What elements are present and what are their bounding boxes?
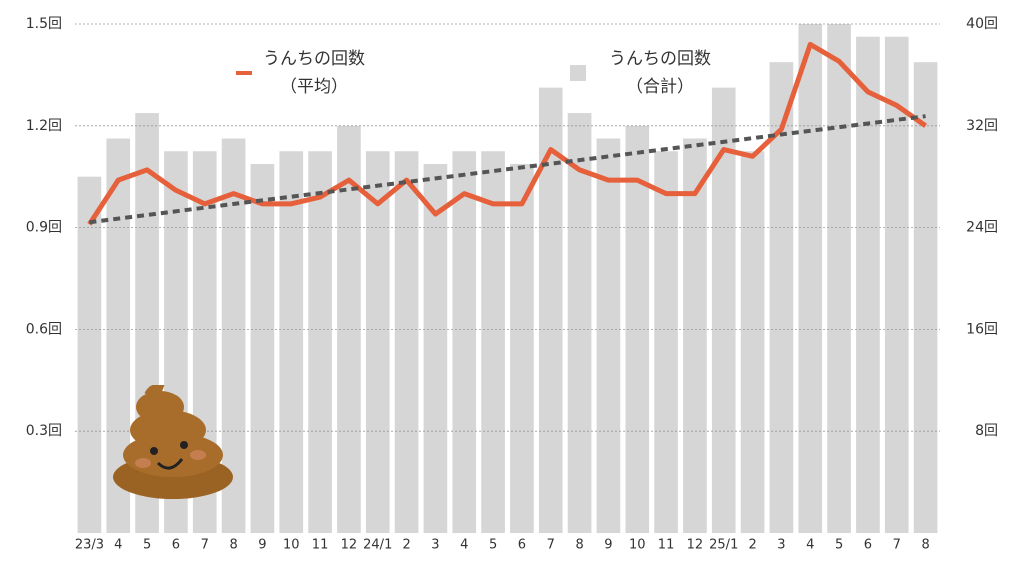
x-tick-label: 6 xyxy=(172,538,180,553)
poop-illustration xyxy=(113,385,233,499)
x-tick-label: 4 xyxy=(114,538,122,553)
bar xyxy=(740,151,765,533)
bar xyxy=(394,151,419,533)
x-tick-label: 11 xyxy=(312,538,329,553)
x-tick-label: 7 xyxy=(893,538,901,553)
x-tick-label: 3 xyxy=(777,538,785,553)
y-tick-label: 0.9回 xyxy=(26,220,62,236)
bar xyxy=(884,36,909,533)
bar xyxy=(538,87,563,533)
x-tick-label: 5 xyxy=(835,538,843,553)
bar xyxy=(279,151,304,533)
bar xyxy=(798,24,823,533)
x-tick-label: 12 xyxy=(341,538,358,553)
x-tick-label: 2 xyxy=(748,538,756,553)
bar xyxy=(308,151,332,533)
legend-label: うんちの回数（合計） xyxy=(609,49,711,97)
x-tick-label: 23/3 xyxy=(75,538,104,553)
x-tick-label: 12 xyxy=(687,538,704,553)
x-tick-label: 8 xyxy=(229,538,237,553)
bar xyxy=(856,36,880,533)
bar xyxy=(596,138,621,533)
bar xyxy=(481,151,505,533)
bar xyxy=(510,163,534,533)
x-tick-label: 7 xyxy=(201,538,209,553)
x-tick-label: 9 xyxy=(258,538,266,553)
line-series xyxy=(87,41,928,226)
y-tick-label: 1.2回 xyxy=(26,118,62,134)
x-tick-label: 7 xyxy=(547,538,555,553)
x-tick-label: 10 xyxy=(629,538,646,553)
x-tick-label: 5 xyxy=(143,538,151,553)
x-tick-label: 9 xyxy=(604,538,612,553)
bar xyxy=(250,163,275,533)
bar xyxy=(77,176,102,533)
y-tick-label: 1.5回 xyxy=(26,16,62,32)
x-tick-label: 2 xyxy=(402,538,410,553)
x-tick-label: 11 xyxy=(658,538,675,553)
legend-label: うんちの回数（平均） xyxy=(263,49,365,97)
x-tick-label: 8 xyxy=(921,538,929,553)
x-tick-label: 3 xyxy=(431,538,439,553)
bar xyxy=(423,163,448,533)
x-tick-label: 6 xyxy=(518,538,526,553)
y2-tick-label: 16回 xyxy=(966,321,998,337)
bar xyxy=(654,151,678,533)
y2-tick-label: 32回 xyxy=(966,118,998,134)
x-tick-label: 4 xyxy=(806,538,814,553)
bar xyxy=(567,113,592,533)
bar xyxy=(769,62,794,534)
bar xyxy=(106,138,131,533)
x-tick-label: 6 xyxy=(864,538,872,553)
bar xyxy=(365,151,390,533)
x-tick-label: 25/1 xyxy=(709,538,738,553)
bar xyxy=(452,151,477,533)
bar xyxy=(711,87,736,533)
y-tick-label: 0.6回 xyxy=(26,321,62,337)
y-tick-label: 0.3回 xyxy=(26,423,62,439)
bar xyxy=(913,62,938,534)
y2-tick-label: 8回 xyxy=(975,423,998,439)
x-tick-label: 5 xyxy=(489,538,497,553)
trend-line xyxy=(89,114,926,225)
y2-tick-label: 40回 xyxy=(966,16,998,32)
x-tick-label: 4 xyxy=(460,538,468,553)
x-tick-label: 10 xyxy=(283,538,300,553)
x-tick-label: 8 xyxy=(575,538,583,553)
bar xyxy=(221,138,246,533)
x-tick-label: 24/1 xyxy=(363,538,392,553)
bar xyxy=(683,138,707,533)
bar xyxy=(827,24,851,533)
y2-tick-label: 24回 xyxy=(966,220,998,236)
legend-marker xyxy=(570,65,586,81)
